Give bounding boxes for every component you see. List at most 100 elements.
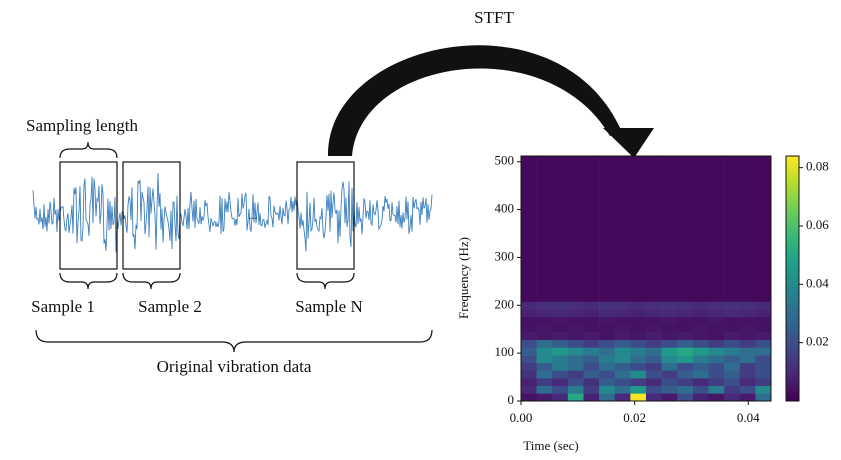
heatmap-cell	[614, 156, 631, 302]
heatmap-cell	[661, 362, 678, 371]
heatmap-cell	[552, 301, 569, 310]
x-tick-label: 0.04	[737, 410, 760, 425]
brace	[35, 329, 433, 353]
heatmap-cell	[739, 393, 756, 402]
y-tick-label: 300	[495, 248, 515, 263]
heatmap-cell	[661, 385, 678, 394]
heatmap-cell	[630, 355, 647, 364]
heatmap-cell	[677, 393, 694, 402]
heatmap-cell	[521, 324, 537, 333]
heatmap-cell	[739, 339, 756, 348]
heatmap-cell	[567, 393, 584, 402]
label: Original vibration data	[157, 357, 312, 376]
heatmap-cell	[630, 309, 647, 318]
heatmap-cell	[614, 385, 631, 394]
heatmap-cell	[661, 301, 678, 310]
heatmap-cell	[646, 393, 662, 402]
heatmap-cell	[614, 393, 631, 402]
heatmap-cell	[521, 316, 537, 325]
heatmap-cell	[567, 362, 584, 371]
heatmap-cell	[692, 355, 709, 364]
heatmap-cell	[739, 316, 756, 325]
heatmap-cell	[739, 156, 756, 302]
heatmap-cell	[583, 370, 600, 379]
heatmap-cell	[724, 347, 741, 356]
heatmap-cell	[614, 324, 631, 333]
y-tick-label: 400	[495, 201, 515, 216]
heatmap-cell	[692, 393, 709, 402]
heatmap-cell	[630, 370, 647, 379]
brace	[122, 272, 181, 290]
x-axis-label: Time (sec)	[523, 438, 579, 453]
heatmap-cell	[755, 355, 772, 364]
heatmap-cell	[739, 324, 756, 333]
heatmap-cell	[724, 339, 741, 348]
heatmap-cell	[552, 324, 569, 333]
heatmap-cell	[583, 332, 600, 341]
heatmap-cell	[692, 316, 709, 325]
heatmap-cell	[708, 156, 725, 302]
heatmap-cell	[536, 309, 553, 318]
heatmap-cell	[708, 355, 725, 364]
heatmap-cell	[646, 339, 662, 348]
heatmap-cell	[521, 370, 537, 379]
heatmap-cell	[567, 332, 584, 341]
colorbar-tick-label: 0.06	[806, 217, 829, 232]
heatmap-cell	[583, 339, 600, 348]
heatmap-cell	[708, 385, 725, 394]
heatmap-cell	[692, 378, 709, 386]
heatmap-cell	[552, 316, 569, 325]
brace	[59, 141, 118, 159]
vibration-signal	[32, 173, 433, 253]
heatmap-cell	[567, 301, 584, 310]
heatmap-cell	[708, 339, 725, 348]
brace	[59, 272, 118, 290]
heatmap-cell	[692, 339, 709, 348]
heatmap-cell	[661, 324, 678, 333]
heatmap-cell	[724, 370, 741, 379]
heatmap-cell	[583, 301, 600, 310]
label: Sample N	[295, 297, 363, 316]
heatmap-cell	[692, 324, 709, 333]
heatmap-cell	[677, 156, 694, 302]
heatmap-cell	[630, 324, 647, 333]
heatmap-cell	[552, 385, 569, 394]
heatmap-cell	[599, 301, 616, 310]
heatmap-cell	[630, 316, 647, 325]
heatmap-cell	[536, 385, 553, 394]
heatmap-cell	[599, 324, 616, 333]
heatmap-cell	[552, 370, 569, 379]
heatmap-cell	[536, 301, 553, 310]
heatmap-cell	[708, 370, 725, 379]
plot-frame	[520, 155, 772, 402]
y-tick-label: 500	[495, 153, 515, 168]
heatmap-cell	[739, 332, 756, 341]
heatmap-cell	[646, 332, 662, 341]
heatmap-cell	[646, 156, 662, 302]
sample-windows	[35, 141, 433, 353]
arrow	[327, 45, 622, 156]
heatmap-cell	[630, 393, 647, 402]
heatmap-cell	[708, 393, 725, 402]
heatmap-cell	[755, 393, 772, 402]
x-tick-label: 0.00	[510, 410, 533, 425]
label: Sample 1	[31, 297, 95, 316]
heatmap-cell	[567, 324, 584, 333]
heatmap-cell	[661, 370, 678, 379]
colorbar	[785, 155, 800, 402]
heatmap-cell	[552, 362, 569, 371]
heatmap-cell	[646, 347, 662, 356]
heatmap-cell	[552, 309, 569, 318]
heatmap-cell	[661, 316, 678, 325]
heatmap-cell	[739, 378, 756, 386]
heatmap-cell	[677, 362, 694, 371]
heatmap-cell	[536, 324, 553, 333]
heatmap-cell	[630, 339, 647, 348]
heatmap-cell	[755, 362, 772, 371]
heatmap-cell	[708, 378, 725, 386]
heatmap-cell	[614, 309, 631, 318]
heatmap-cell	[583, 355, 600, 364]
heatmap-cell	[724, 393, 741, 402]
signal-line	[32, 173, 433, 253]
heatmap-cell	[755, 385, 772, 394]
